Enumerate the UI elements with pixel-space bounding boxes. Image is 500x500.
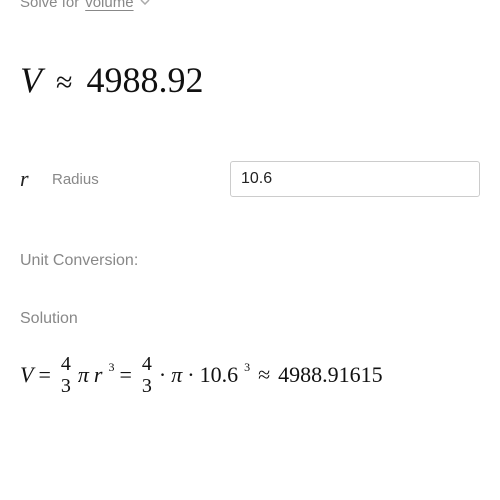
result-variable: V [20, 59, 42, 101]
sol-r-var: r [94, 362, 103, 388]
sol-pi1: π [78, 362, 89, 388]
unit-conversion-heading: Unit Conversion: [20, 252, 480, 270]
solution-heading: Solution [20, 310, 480, 328]
radius-symbol: r [20, 166, 34, 192]
result-value: 4988.92 [86, 59, 203, 101]
solution-formula: V = 4 3 π r 3 = 4 3 · π · 10.6 3 ≈ 4988.… [20, 353, 480, 397]
sol-r-value: 10.6 [200, 362, 239, 388]
sol-frac2: 4 3 [140, 353, 154, 397]
approx-symbol: ≈ [56, 66, 72, 100]
sol-eq2: = [119, 362, 131, 388]
radius-input[interactable] [230, 161, 480, 197]
sol-eq1: = [38, 362, 50, 388]
sol-approx: ≈ [258, 362, 270, 388]
sol-var-v: V [20, 362, 33, 388]
radius-input-row: r Radius [20, 161, 480, 197]
sol-frac1: 4 3 [59, 353, 73, 397]
sol-pi2: π [171, 362, 182, 388]
radius-label: Radius [52, 171, 212, 188]
sol-result: 4988.91615 [278, 362, 383, 388]
sol-dot2: · [187, 362, 194, 388]
sol-exp1: 3 [108, 360, 114, 375]
solve-for-selector[interactable]: Solve for volume [20, 0, 480, 11]
sol-exp2: 3 [244, 360, 250, 375]
solve-for-text: Solve for [20, 0, 79, 11]
chevron-down-icon [140, 0, 150, 8]
result-display: V ≈ 4988.92 [20, 59, 480, 101]
solve-for-variable: volume [85, 0, 133, 11]
sol-dot1: · [159, 362, 166, 388]
